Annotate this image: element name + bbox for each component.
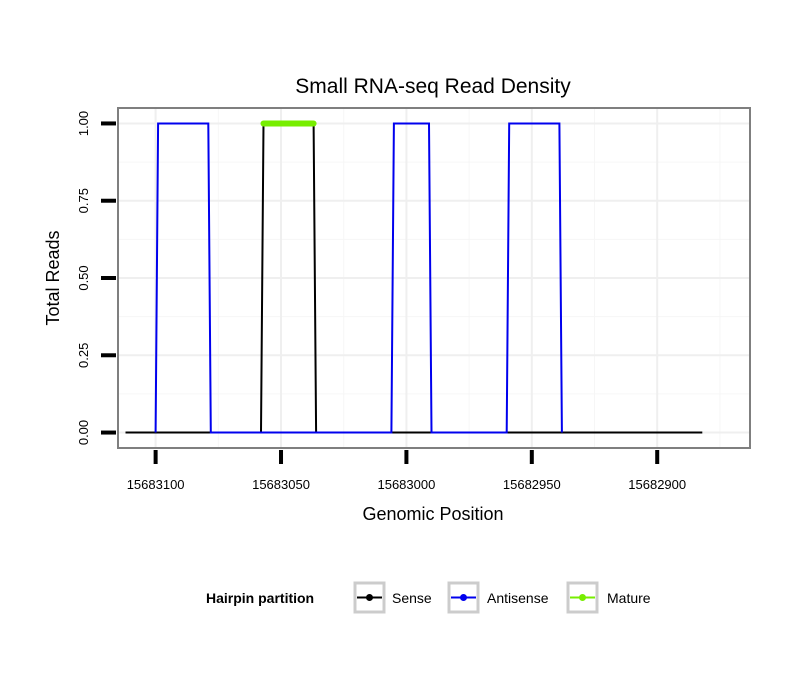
legend-label-mature: Mature — [607, 590, 651, 606]
x-tick-label-1: 15683050 — [252, 477, 310, 492]
legend-item-antisense: Antisense — [447, 581, 549, 614]
legend-item-sense: Sense — [353, 581, 432, 614]
x-tick-label-4: 15682900 — [628, 477, 686, 492]
legend: Hairpin partition Sense Antisense Mature — [206, 581, 651, 614]
y-axis: 0.00 0.25 0.50 0.75 1.00 — [76, 111, 116, 445]
legend-item-mature: Mature — [566, 581, 651, 614]
series-layer — [125, 120, 703, 434]
y-tick-label-2: 0.50 — [76, 265, 91, 290]
x-axis-label: Genomic Position — [362, 504, 503, 524]
legend-title: Hairpin partition — [206, 590, 314, 606]
y-tick-label-4: 1.00 — [76, 111, 91, 136]
legend-dot-sense — [366, 594, 373, 601]
legend-dot-antisense — [460, 594, 467, 601]
x-tick-label-0: 15683100 — [127, 477, 185, 492]
y-tick-label-0: 0.00 — [76, 420, 91, 445]
x-axis: 15683100 15683050 15683000 15682950 15682900 — [127, 450, 686, 492]
grid — [118, 108, 750, 448]
chart-title: Small RNA-seq Read Density — [295, 75, 571, 98]
x-tick-label-3: 15682950 — [503, 477, 561, 492]
legend-dot-mature — [579, 594, 586, 601]
x-tick-label-2: 15683000 — [377, 477, 435, 492]
y-tick-label-3: 0.75 — [76, 188, 91, 213]
plot-border — [117, 107, 751, 449]
legend-label-antisense: Antisense — [487, 590, 549, 606]
y-axis-label: Total Reads — [43, 230, 63, 325]
y-tick-label-1: 0.25 — [76, 343, 91, 368]
legend-label-sense: Sense — [392, 590, 432, 606]
series-line-antisense — [154, 122, 563, 434]
